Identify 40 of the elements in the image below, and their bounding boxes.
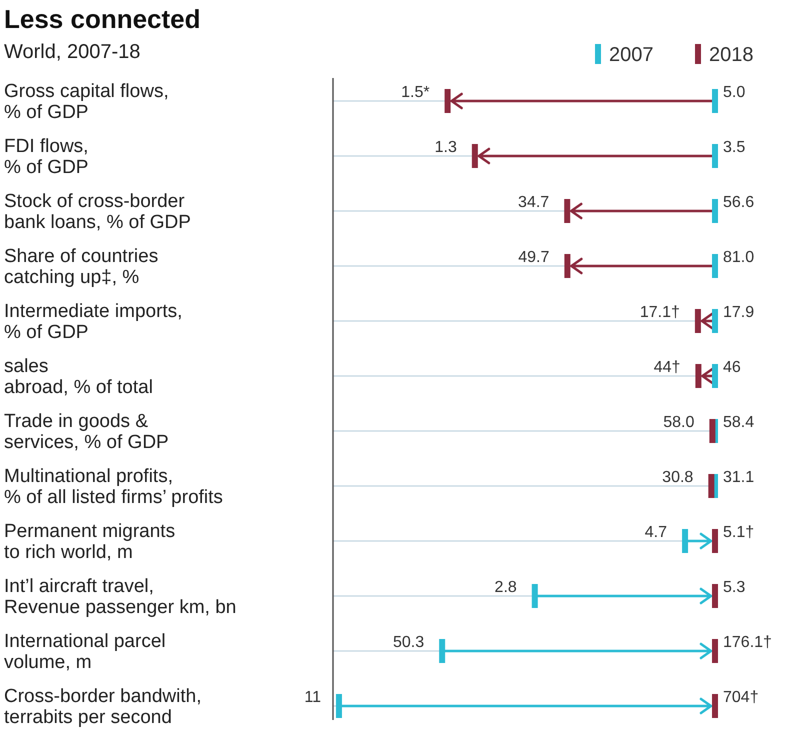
text: Less connected <box>4 4 201 34</box>
data-label: 1.3 <box>434 139 457 156</box>
legend-label: 2007 <box>609 44 654 66</box>
data-label: 2.8 <box>494 579 517 596</box>
category-label: Int’l aircraft travel, Revenue passenger km, bn <box>4 576 236 618</box>
category-label: Gross capital flows, % of GDP <box>4 81 169 123</box>
data-label: 56.6 <box>723 194 754 211</box>
category-label: Intermediate imports, % of GDP <box>4 301 182 343</box>
data-label: 17.1† <box>640 304 680 321</box>
category-label: FDI flows, % of GDP <box>4 136 88 178</box>
category-label: Permanent migrants to rich world, m <box>4 521 176 563</box>
data-label: 58.4 <box>723 414 754 431</box>
category-label: sales abroad, % of total <box>4 356 153 398</box>
data-label: 44† <box>654 359 680 376</box>
data-label: 704† <box>723 689 759 706</box>
data-label: 5.1† <box>723 524 754 541</box>
category-label: International parcel volume, m <box>4 631 166 673</box>
category-label: Multinational profits, % of all listed firms’ profits <box>4 466 223 508</box>
category-label: Share of countries catching up‡, % <box>4 246 158 288</box>
data-label: 46 <box>723 359 741 376</box>
category-label: Cross-border bandwith, terrabits per second <box>4 686 202 728</box>
data-label: 31.1 <box>723 469 754 486</box>
data-label: 34.7 <box>518 194 550 211</box>
data-label: 50.3 <box>392 634 424 651</box>
data-label: 1.5* <box>401 84 430 101</box>
data-label: 176.1† <box>723 634 772 651</box>
data-label: 81.0 <box>723 249 754 266</box>
data-label: 5.0 <box>723 84 746 101</box>
data-label: 4.7 <box>644 524 668 541</box>
category-label: Stock of cross-border bank loans, % of GDP <box>4 191 191 233</box>
legend-label: 2018 <box>709 44 754 66</box>
text: World, 2007-18 <box>4 41 140 63</box>
category-label: Trade in goods & services, % of GDP <box>4 411 169 453</box>
data-label: 49.7 <box>518 249 550 266</box>
data-label: 58.0 <box>663 414 694 431</box>
data-label: 17.9 <box>723 304 754 321</box>
data-label: 3.5 <box>723 139 746 156</box>
data-label: 11 <box>304 689 322 706</box>
data-label: 5.3 <box>723 579 746 596</box>
data-label: 30.8 <box>662 469 694 486</box>
